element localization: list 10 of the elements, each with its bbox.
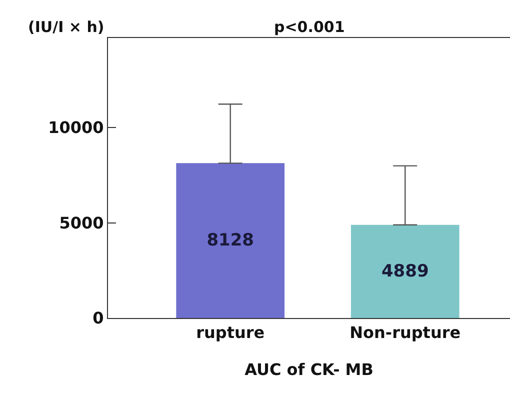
x-tick-label: rupture	[196, 323, 265, 342]
y-tick-label: 10000	[48, 118, 104, 138]
data-label: 4889	[381, 261, 429, 282]
x-tick-label: Non-rupture	[350, 323, 461, 342]
y-tick-label: 5000	[59, 213, 104, 232]
data-label: 8128	[206, 230, 254, 251]
y-tick-label: 0	[92, 308, 104, 328]
text: p<0.001	[274, 18, 345, 36]
x-axis-title: AUC of CK- MB	[244, 360, 374, 379]
y-axis-title: (IU/I × h)	[28, 18, 104, 36]
